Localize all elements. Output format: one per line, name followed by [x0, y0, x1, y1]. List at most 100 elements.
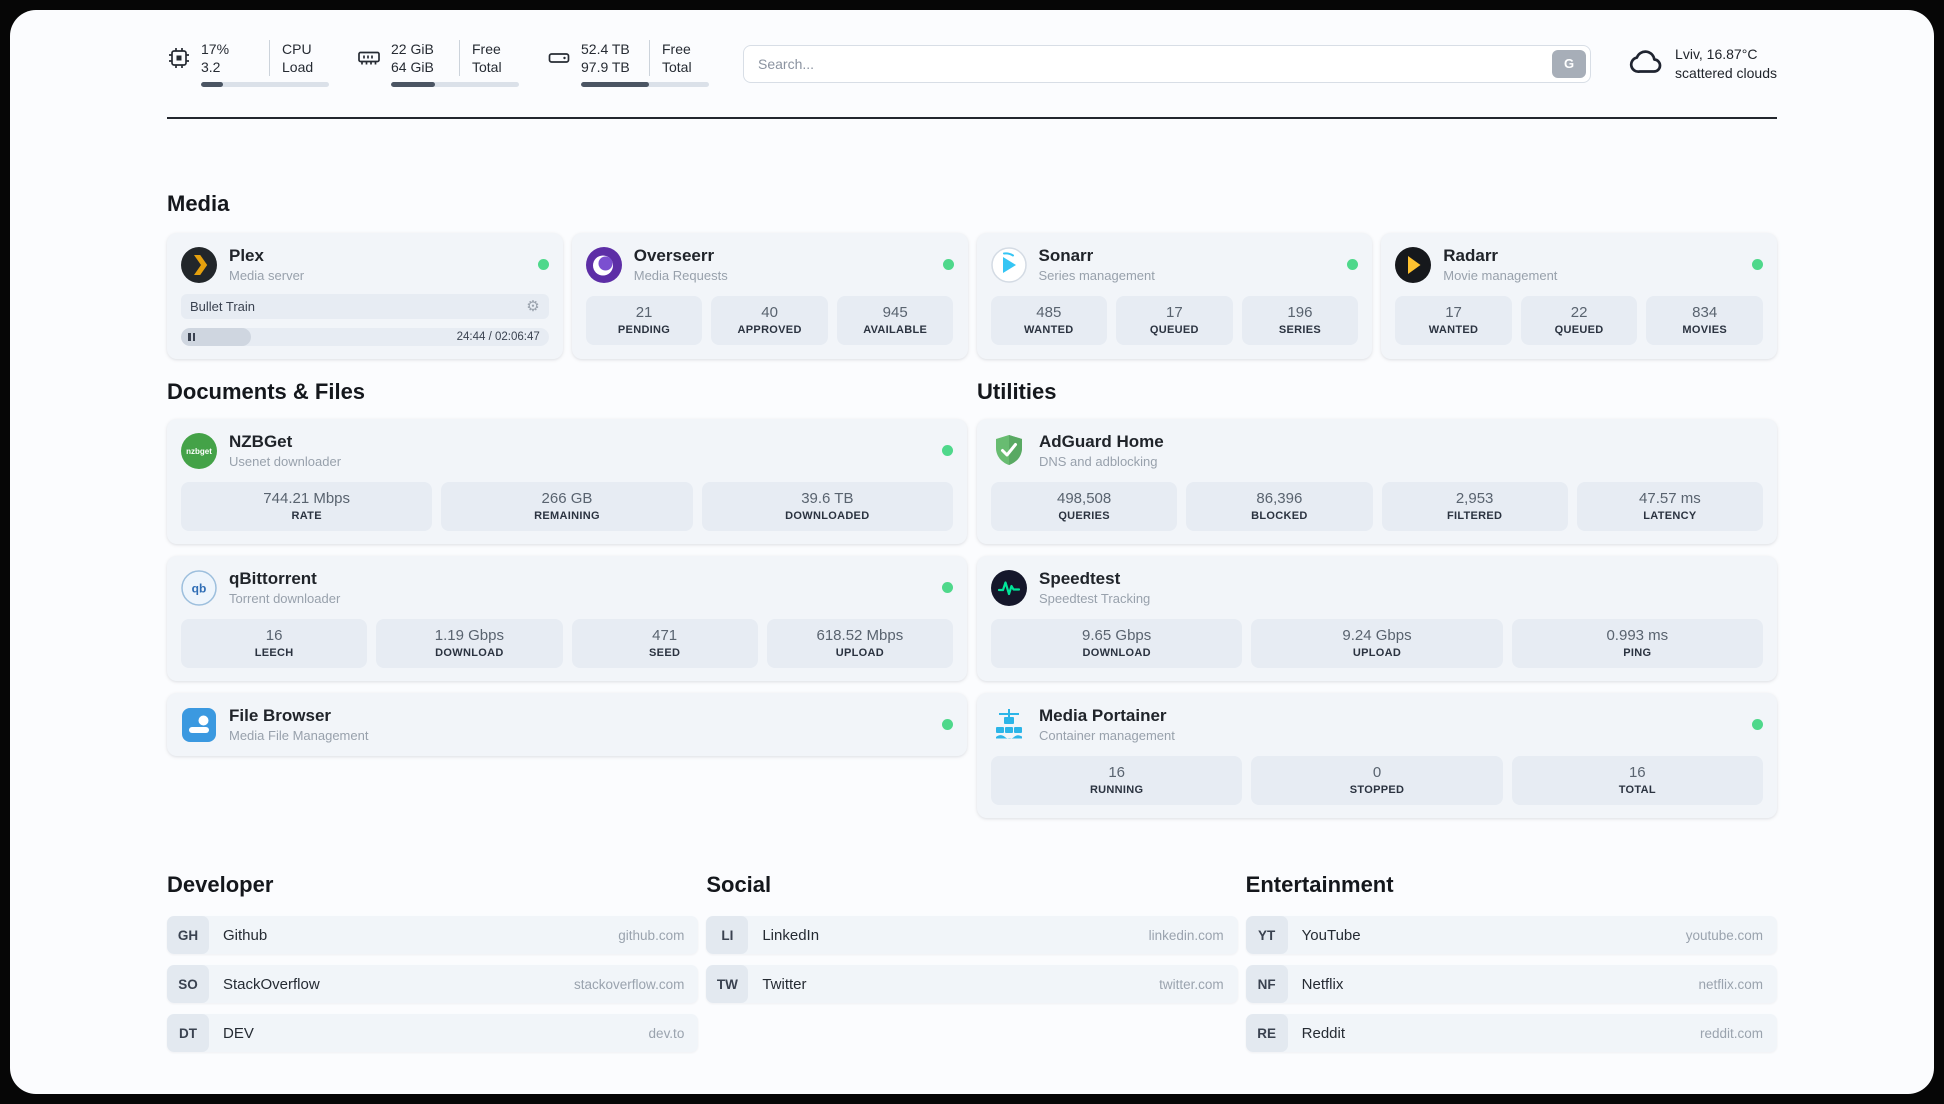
status-dot [1752, 719, 1763, 731]
link-linkedin[interactable]: LI LinkedIn linkedin.com [706, 916, 1238, 955]
stat-value: 945 [882, 304, 908, 322]
stat-value: 16 [1108, 764, 1125, 782]
social-column: Social LI LinkedIn linkedin.com TW Twitt… [706, 872, 1238, 1014]
stat-box: 39.6 TB DOWNLOADED [701, 482, 953, 532]
link-reddit[interactable]: RE Reddit reddit.com [1245, 1014, 1777, 1053]
stat-value: 86,396 [1256, 490, 1303, 508]
stat-value: 834 [1692, 304, 1718, 322]
adguard-app-link[interactable]: AdGuard Home DNS and adblocking [991, 432, 1763, 469]
link-youtube[interactable]: YT YouTube youtube.com [1245, 916, 1777, 955]
header-divider [167, 117, 1777, 120]
middle-columns: Documents & Files nzbget NZBGet Usenet d… [167, 379, 1777, 819]
app-name: Radarr [1443, 246, 1499, 266]
stat-value: 618.52 Mbps [816, 627, 904, 645]
sonarr-card: Sonarr Series management 485 WANTED 17 Q… [976, 233, 1373, 360]
radarr-app-link[interactable]: Radarr Movie management [1395, 246, 1763, 283]
stat-box: 196 SERIES [1241, 296, 1359, 346]
link-dev[interactable]: DT DEV dev.to [167, 1014, 699, 1053]
app-subtitle: Speedtest Tracking [1039, 591, 1151, 607]
app-subtitle: Media Requests [633, 268, 728, 284]
link-abbr: YT [1245, 916, 1288, 955]
stat-label: DOWNLOADED [785, 510, 870, 523]
stat-value: 498,508 [1057, 490, 1112, 508]
developer-column: Developer GH Github github.com SO StackO… [167, 872, 699, 1063]
stat-value: 1.19 Gbps [434, 627, 504, 645]
link-github[interactable]: GH Github github.com [167, 916, 699, 955]
stat-box: 17 QUEUED [1116, 296, 1233, 346]
weather-condition: scattered clouds [1675, 64, 1777, 81]
link-stackoverflow[interactable]: SO StackOverflow stackoverflow.com [167, 965, 699, 1004]
cpu-usage: 17% [201, 41, 230, 57]
documents-column: Documents & Files nzbget NZBGet Usenet d… [167, 379, 967, 757]
disk-icon [547, 46, 571, 70]
stat-label: UPLOAD [835, 647, 884, 660]
search-engine-button[interactable]: G [1552, 49, 1587, 78]
portainer-app-link[interactable]: Media Portainer Container management [991, 706, 1763, 743]
stat-label: PENDING [617, 324, 671, 337]
svg-text:nzbget: nzbget [186, 447, 212, 456]
search-input[interactable] [743, 44, 1592, 83]
cloud-icon [1627, 43, 1663, 84]
weather-widget: Lviv, 16.87°C scattered clouds [1627, 43, 1777, 84]
ram-label-top: Free [472, 41, 501, 57]
app-name: Sonarr [1038, 246, 1094, 266]
qbittorrent-app-link[interactable]: qb qBittorrent Torrent downloader [181, 569, 953, 606]
link-name: LinkedIn [762, 926, 820, 944]
app-subtitle: Series management [1038, 268, 1155, 284]
section-title-documents: Documents & Files [167, 379, 366, 405]
filebrowser-app-link[interactable]: File Browser Media File Management [181, 706, 953, 743]
overseerr-app-link[interactable]: Overseerr Media Requests [585, 246, 954, 284]
nzbget-app-link[interactable]: nzbget NZBGet Usenet downloader [181, 432, 953, 469]
stat-value: 9.24 Gbps [1342, 627, 1412, 645]
speedtest-app-link[interactable]: Speedtest Speedtest Tracking [991, 569, 1763, 606]
status-dot [942, 719, 953, 731]
stats-row: 16 LEECH 1.19 Gbps DOWNLOAD 471 SEED 618… [181, 619, 953, 669]
stat-label: DOWNLOAD [1082, 647, 1151, 660]
status-dot [942, 445, 953, 457]
stat-box: 0.993 ms PING [1511, 619, 1763, 669]
search-bar: G [743, 44, 1592, 83]
plex-app-link[interactable]: Plex Media server [181, 246, 549, 283]
section-title-utilities: Utilities [977, 379, 1057, 405]
stats-row: 485 WANTED 17 QUEUED 196 SERIES [990, 296, 1359, 346]
stat-value: 266 GB [541, 490, 593, 508]
stats-row: 17 WANTED 22 QUEUED 834 MOVIES [1395, 296, 1763, 346]
memory-icon [357, 46, 381, 70]
disk-free: 52.4 TB [581, 41, 630, 57]
link-url: linkedin.com [1148, 927, 1224, 943]
link-twitter[interactable]: TW Twitter twitter.com [706, 965, 1238, 1004]
link-name: Reddit [1301, 1024, 1346, 1042]
disk-label-top: Free [662, 41, 691, 57]
link-url: twitter.com [1159, 976, 1224, 992]
link-abbr: TW [706, 965, 749, 1004]
stat-value: 9.65 Gbps [1082, 627, 1152, 645]
app-name: Plex [229, 246, 264, 266]
stat-label: BLOCKED [1251, 510, 1308, 523]
stat-value: 40 [761, 304, 778, 322]
stat-label: DOWNLOAD [435, 647, 504, 660]
pause-icon[interactable] [188, 333, 195, 342]
disk-widget: 52.4 TB 97.9 TB Free Total [547, 40, 709, 88]
section-title-entertainment: Entertainment [1245, 872, 1394, 898]
dashboard-page: 17% 3.2 CPU Load [10, 10, 1934, 1094]
nzbget-card: nzbget NZBGet Usenet downloader 744.21 M… [167, 419, 967, 545]
app-name: Speedtest [1039, 569, 1121, 589]
plex-icon [181, 246, 217, 283]
adguard-icon [991, 433, 1027, 469]
link-abbr: DT [167, 1014, 209, 1053]
section-title-media: Media [167, 191, 230, 217]
link-name: DEV [223, 1024, 254, 1042]
cpu-widget: 17% 3.2 CPU Load [167, 40, 329, 88]
playback-time: 24:44 / 02:06:47 [456, 331, 540, 344]
link-name: Twitter [762, 975, 807, 993]
stat-box: 9.24 Gbps UPLOAD [1251, 619, 1503, 669]
link-name: StackOverflow [223, 975, 320, 993]
sonarr-app-link[interactable]: Sonarr Series management [990, 246, 1359, 284]
stat-value: 47.57 ms [1639, 490, 1701, 508]
link-netflix[interactable]: NF Netflix netflix.com [1245, 965, 1777, 1004]
bookmark-columns: Developer GH Github github.com SO StackO… [167, 872, 1777, 1063]
nzbget-icon: nzbget [181, 432, 217, 469]
gear-icon[interactable]: ⚙ [526, 298, 540, 316]
link-url: youtube.com [1685, 927, 1763, 943]
playback-progress-bar[interactable]: 24:44 / 02:06:47 [181, 328, 549, 347]
